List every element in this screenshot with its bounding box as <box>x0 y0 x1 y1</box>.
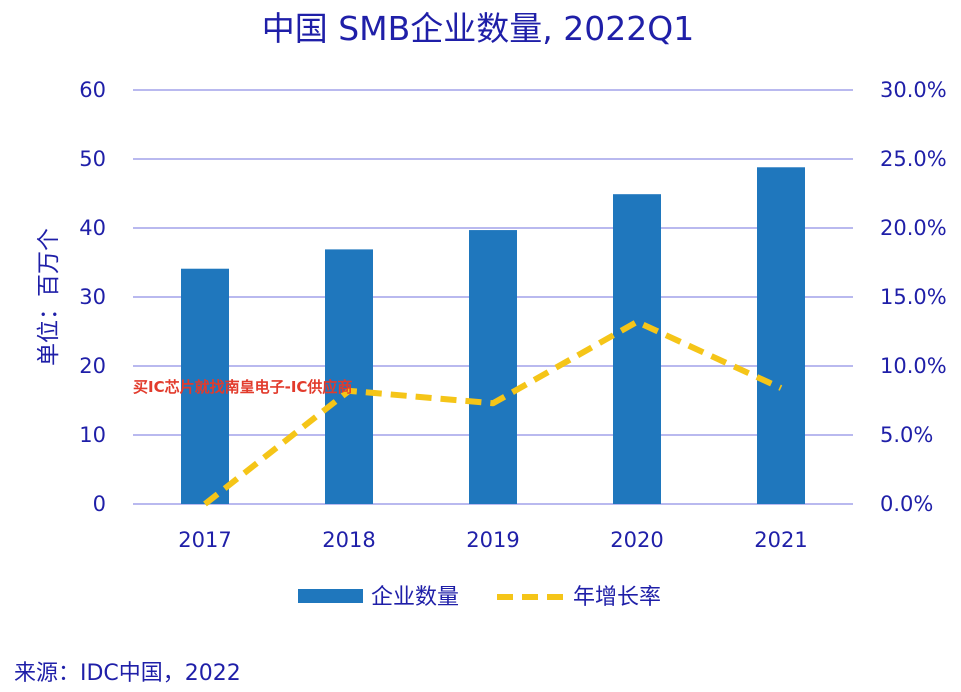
x-tick-label: 2018 <box>322 528 375 552</box>
legend-label-bar: 企业数量 <box>371 585 459 610</box>
watermark: 买IC芯片就找南皇电子-IC供应商 <box>133 378 352 396</box>
x-tick-label: 2021 <box>754 528 807 552</box>
x-tick-label: 2020 <box>610 528 663 552</box>
y-tick-label: 50 <box>79 147 106 171</box>
y-axis-label: 单位：百万个 <box>36 228 62 366</box>
y2-tick-label: 5.0% <box>880 423 933 447</box>
legend: 企业数量 年增长率 <box>298 585 661 610</box>
source-note: 来源：IDC中国，2022 <box>14 661 241 686</box>
y2-tick-label: 0.0% <box>880 492 933 516</box>
bar <box>181 268 229 504</box>
y2-tick-label: 15.0% <box>880 285 947 309</box>
y-tick-label: 30 <box>79 285 106 309</box>
y-tick-label: 10 <box>79 423 106 447</box>
bar-series <box>181 167 805 504</box>
bar <box>469 230 517 504</box>
right-axis-ticks: 0.0% 5.0% 10.0% 15.0% 20.0% 25.0% 30.0% <box>880 78 947 516</box>
bar <box>757 167 805 504</box>
y2-tick-label: 30.0% <box>880 78 947 102</box>
legend-swatch-bar <box>298 589 363 603</box>
y-tick-label: 0 <box>93 492 106 516</box>
y-tick-label: 20 <box>79 354 106 378</box>
left-axis-ticks: 0 10 20 30 40 50 60 <box>79 78 106 516</box>
x-axis-ticks: 2017 2018 2019 2020 2021 <box>178 528 807 552</box>
legend-label-line: 年增长率 <box>573 585 661 610</box>
chart-title: 中国 SMB企业数量, 2022Q1 <box>262 9 694 48</box>
x-tick-label: 2017 <box>178 528 231 552</box>
y-tick-label: 60 <box>79 78 106 102</box>
y-tick-label: 40 <box>79 216 106 240</box>
y2-tick-label: 10.0% <box>880 354 947 378</box>
y2-tick-label: 25.0% <box>880 147 947 171</box>
bar <box>325 249 373 504</box>
bar <box>613 194 661 504</box>
x-tick-label: 2019 <box>466 528 519 552</box>
line-series <box>203 318 783 507</box>
y2-tick-label: 20.0% <box>880 216 947 240</box>
